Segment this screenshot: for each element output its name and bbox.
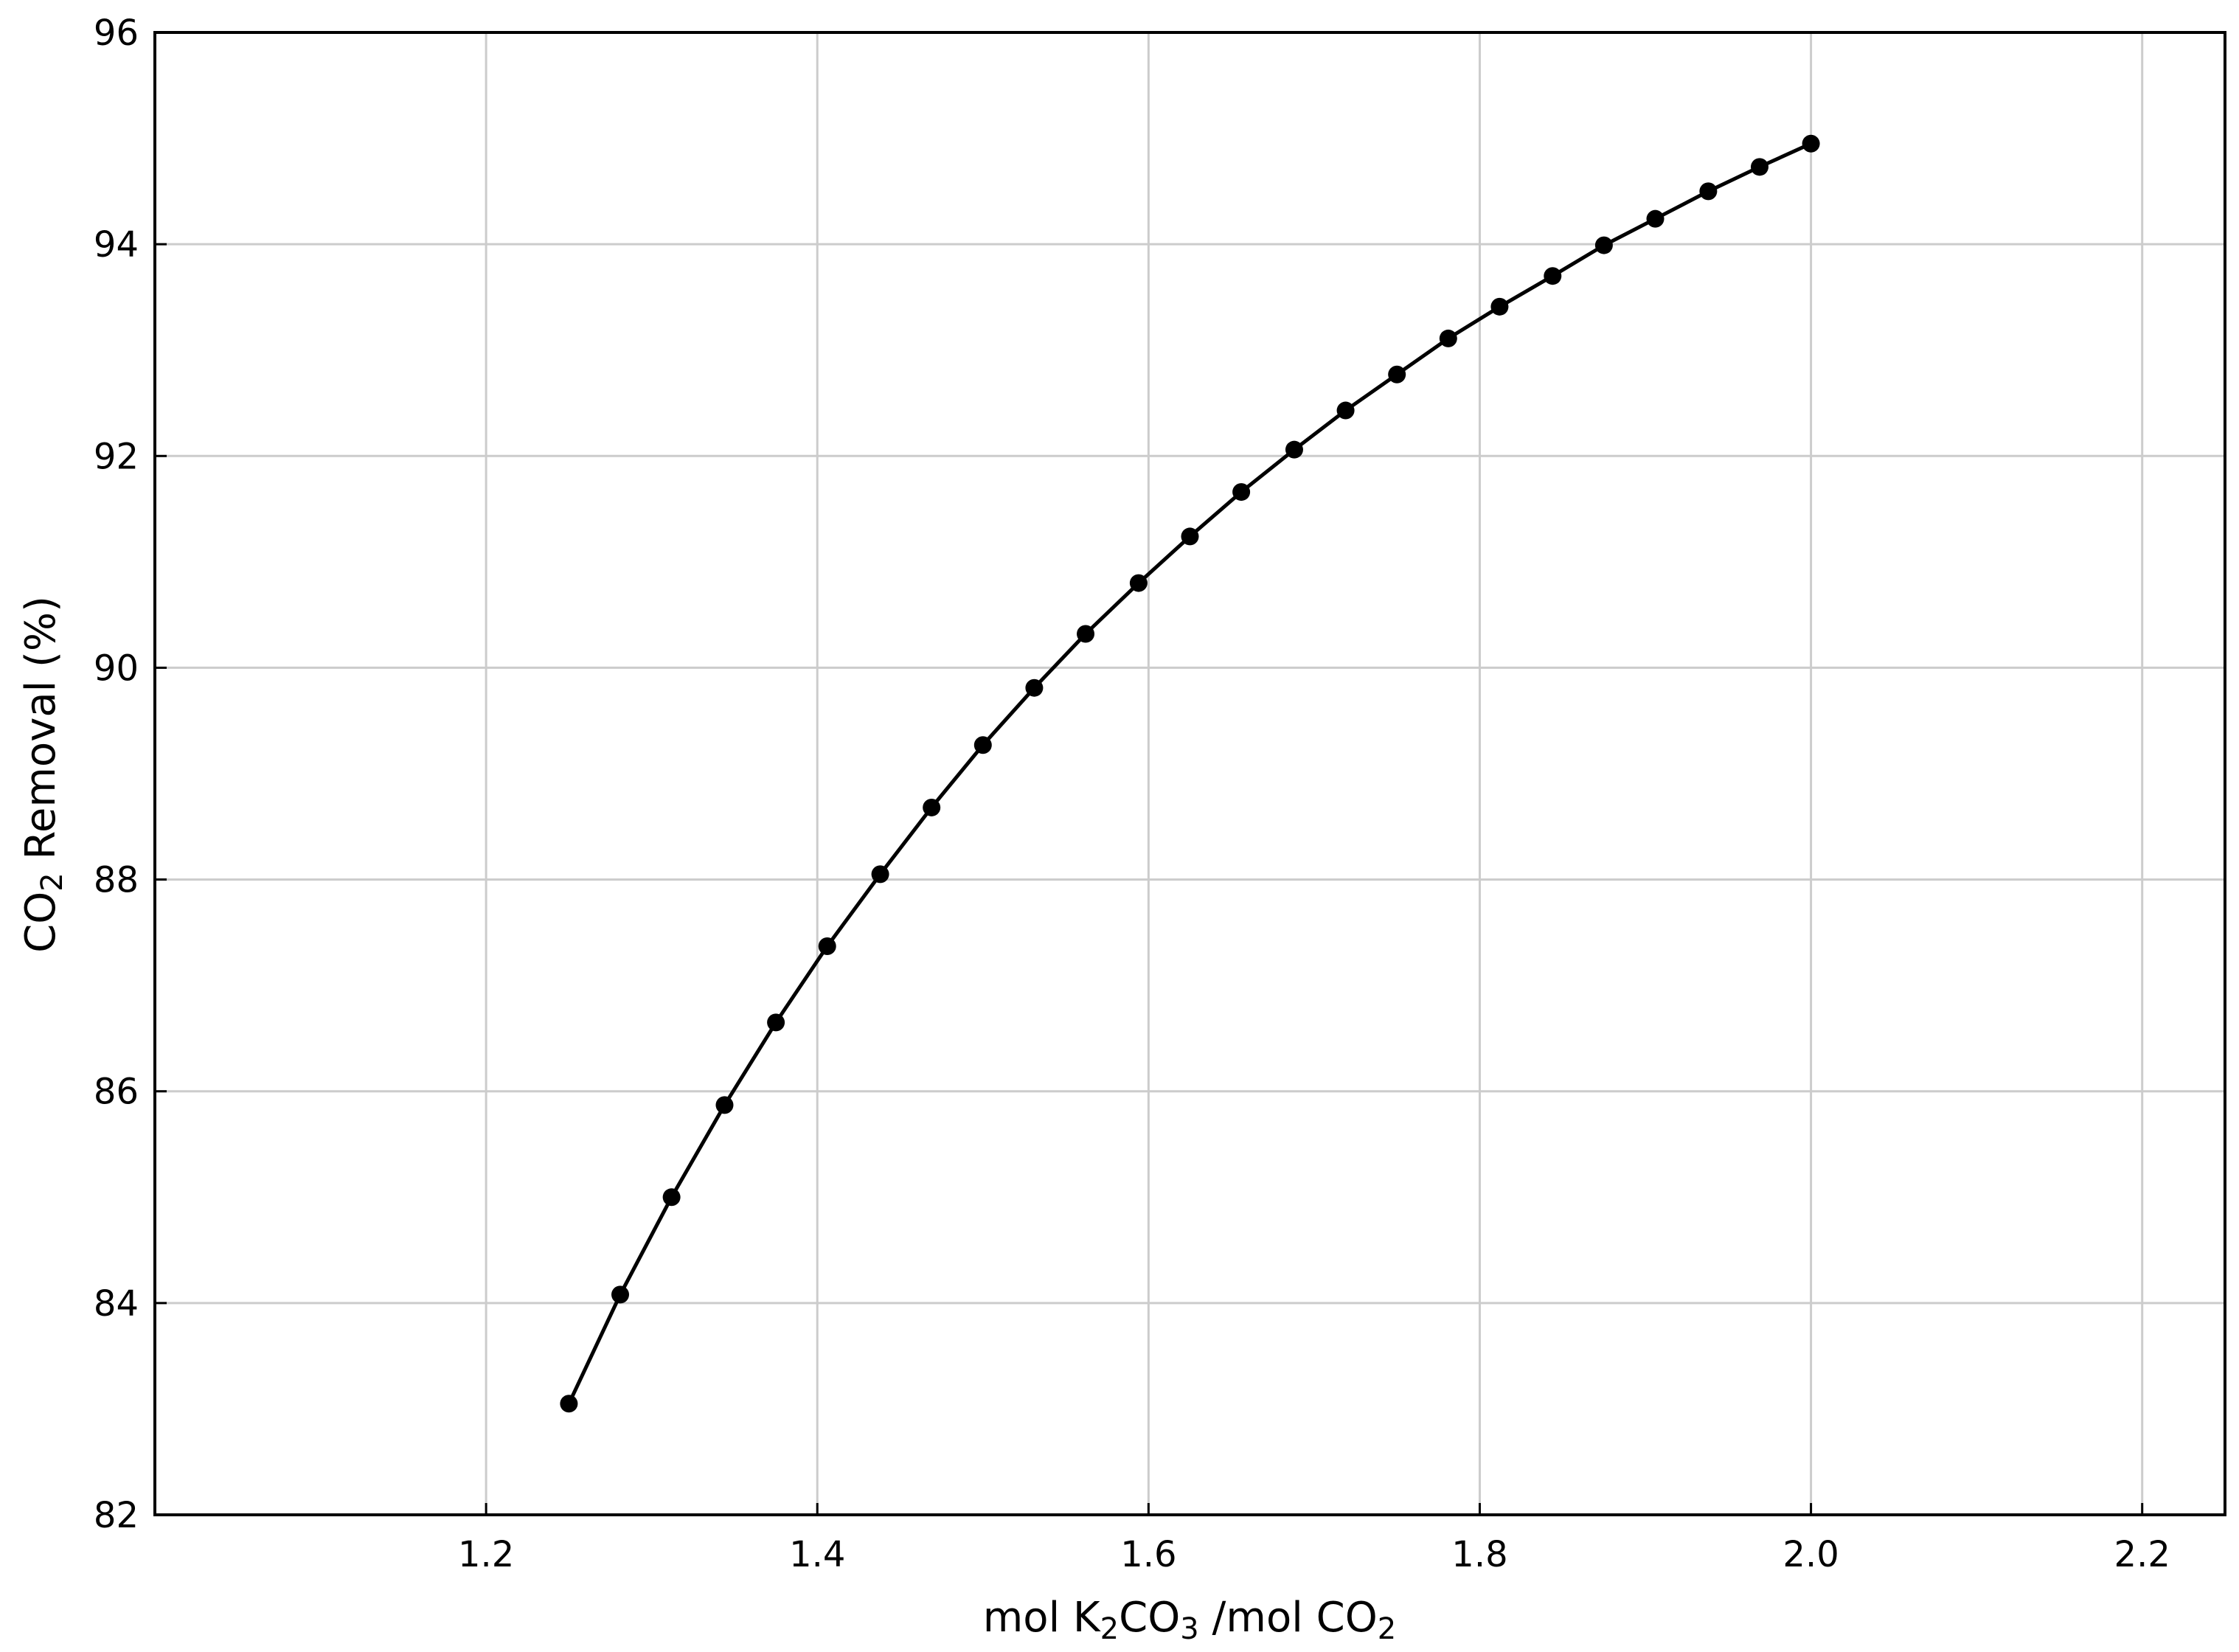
data-point [1544,267,1562,285]
series-line [567,142,1812,1405]
y-tick-label: 82 [94,1495,139,1536]
x-tick-label: 2.2 [2114,1534,2170,1575]
data-point [1181,527,1199,546]
y-tick-label: 90 [94,648,139,689]
x-tick-label: 1.2 [458,1534,514,1575]
data-point [1336,401,1355,420]
data-point [871,865,889,884]
data-point [611,1285,630,1304]
x-axis-label: mol K2CO3 /mol CO2 [983,1594,1396,1646]
x-tick-label: 1.4 [789,1534,845,1575]
x-tick-label: 1.8 [1451,1534,1507,1575]
x-tick-label: 2.0 [1782,1534,1839,1575]
data-point [1594,236,1613,254]
data-point [1025,678,1044,697]
y-tick-label: 96 [94,13,139,54]
data-point [1646,209,1665,228]
data-point [1077,625,1095,643]
data-point [767,1013,785,1032]
y-axis-label: CO2 Removal (%) [17,596,69,953]
data-point [1285,440,1303,459]
data-point [715,1096,734,1114]
data-point [973,736,992,754]
data-point [1439,329,1457,347]
y-tick-label: 84 [94,1283,139,1325]
y-tick-label: 88 [94,860,139,901]
data-point [1699,182,1718,201]
grid [155,31,2225,1516]
data-point [662,1188,681,1207]
data-point [1388,365,1406,384]
data-point [1129,574,1148,592]
data-point [1490,297,1509,316]
y-tick-label: 86 [94,1072,139,1113]
ticks: 1.2 1.4 1.6 1.8 2.0 2.2 82 84 86 88 90 92 94 96 [94,13,2170,1575]
data-point [818,937,836,956]
data-point [1232,483,1251,502]
data-point [1750,158,1768,176]
plot-frame [153,31,2226,1516]
x-tick-label: 1.6 [1120,1534,1176,1575]
y-tick-label: 92 [94,436,139,477]
data-point [1802,134,1820,153]
data-point [923,798,941,816]
data-point [560,1395,578,1413]
series [560,134,1820,1413]
y-tick-label: 94 [94,224,139,266]
